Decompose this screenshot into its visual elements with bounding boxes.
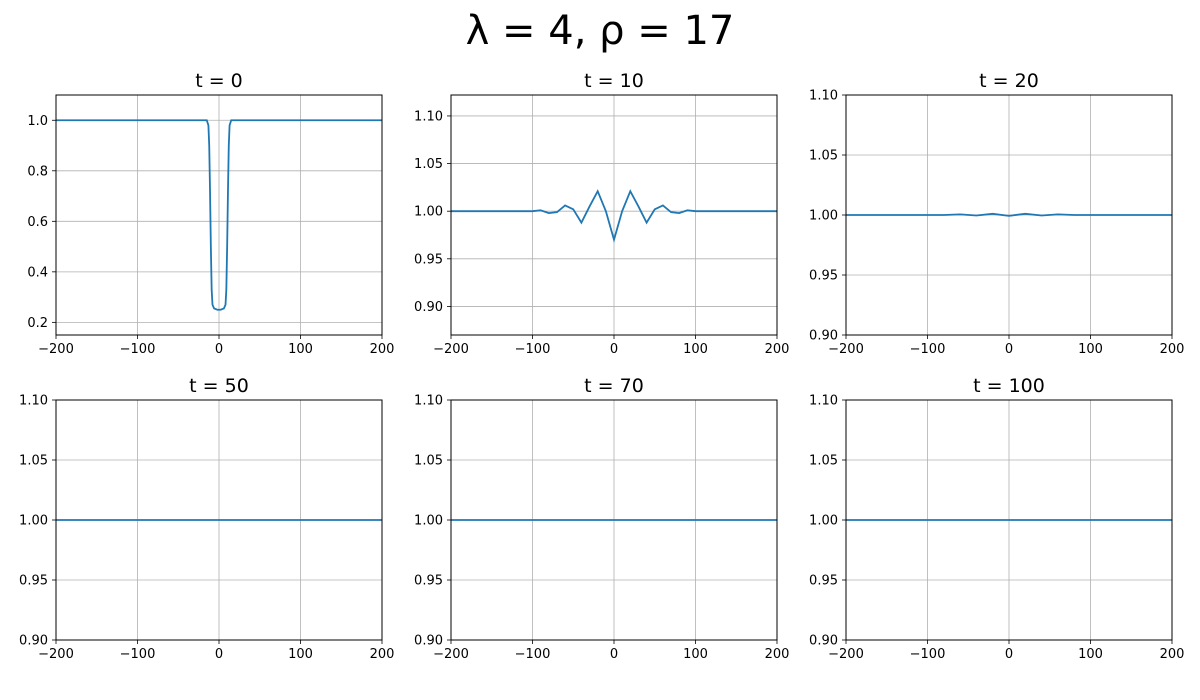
y-tick-label: 0.90 [809, 329, 838, 344]
y-tick-label: 0.90 [19, 634, 48, 649]
x-tick-label: −200 [433, 647, 469, 662]
subplot-title: t = 100 [973, 375, 1045, 397]
y-tick-label: 0.95 [414, 574, 443, 589]
y-tick-label: 1.00 [809, 514, 838, 529]
x-tick-label: −100 [910, 342, 946, 357]
x-tick-label: 0 [610, 342, 618, 357]
y-tick-label: 1.00 [809, 209, 838, 224]
y-tick-label: 1.00 [19, 514, 48, 529]
subplot-3: −200 −100 0 100 200 0.90 0.95 1.00 1.05 1.10 t = 2… [809, 70, 1184, 357]
x-tick-label: −200 [38, 342, 74, 357]
x-tick-label: 200 [765, 342, 790, 357]
series-line [56, 119, 382, 311]
x-tick-label: 200 [1160, 342, 1185, 357]
y-tick-label: 1.05 [414, 157, 443, 172]
x-tick-label: −200 [828, 647, 864, 662]
subplot-title: t = 50 [189, 375, 249, 397]
x-tick-label: −100 [515, 647, 551, 662]
gridlines [55, 95, 383, 335]
y-tick-label: 1.00 [414, 205, 443, 220]
x-tick-label: −200 [433, 342, 469, 357]
y-tick-label: 1.10 [414, 109, 443, 124]
subplot-title: t = 0 [195, 70, 243, 92]
y-tick-label: 0.95 [19, 574, 48, 589]
y-tick-label: 0.95 [809, 269, 838, 284]
y-tick-label: 1.00 [414, 514, 443, 529]
y-tick-label: 1.05 [414, 454, 443, 469]
y-tick-label: 0.2 [27, 316, 48, 331]
y-tick-label: 1.05 [809, 454, 838, 469]
x-tick-label: 100 [683, 342, 708, 357]
subplot-5: −200 −100 0 100 200 0.90 0.95 1.00 1.05 1.10 t = 7… [414, 375, 789, 662]
y-tick-label: 1.05 [809, 149, 838, 164]
y-tick-label: 1.10 [809, 394, 838, 409]
subplot-1: −200 −100 0 100 200 0.2 0.4 0.6 0.8 1.0 t = 0 [27, 70, 394, 357]
x-tick-label: 200 [1160, 647, 1185, 662]
x-tick-label: −100 [120, 647, 156, 662]
x-tick-label: −100 [515, 342, 551, 357]
x-tick-label: 200 [765, 647, 790, 662]
series-line [451, 189, 777, 244]
x-tick-label: 0 [610, 647, 618, 662]
x-tick-label: 100 [683, 647, 708, 662]
y-tick-label: 1.10 [414, 394, 443, 409]
x-tick-label: 0 [1005, 647, 1013, 662]
x-tick-label: 100 [1078, 647, 1103, 662]
subplot-2: −200 −100 0 100 200 0.90 0.95 1.00 1.05 1.10 t = 1… [414, 70, 789, 357]
x-tick-label: 0 [215, 342, 223, 357]
y-tick-label: 0.95 [809, 574, 838, 589]
x-tick-label: 200 [370, 647, 395, 662]
x-tick-label: 200 [370, 342, 395, 357]
figure-title: λ = 4, ρ = 17 [465, 8, 735, 54]
x-tick-label: −100 [910, 647, 946, 662]
subplot-title: t = 20 [979, 70, 1039, 92]
y-tick-label: 1.10 [809, 89, 838, 104]
y-tick-label: 0.4 [27, 265, 48, 280]
series-line [846, 212, 1172, 217]
y-tick-label: 0.90 [414, 300, 443, 315]
x-tick-label: −100 [120, 342, 156, 357]
y-tick-label: 0.6 [27, 215, 48, 230]
subplot-4: −200 −100 0 100 200 0.90 0.95 1.00 1.05 1.10 t = 5… [19, 375, 394, 662]
x-tick-label: −200 [38, 647, 74, 662]
x-tick-label: −200 [828, 342, 864, 357]
subplot-title: t = 10 [584, 70, 644, 92]
subplot-6: −200 −100 0 100 200 0.90 0.95 1.00 1.05 1.10 t = 1… [809, 375, 1184, 662]
y-tick-label: 1.0 [27, 114, 48, 129]
x-tick-label: 100 [288, 342, 313, 357]
y-tick-label: 0.90 [414, 634, 443, 649]
y-tick-label: 1.05 [19, 454, 48, 469]
x-tick-label: 0 [1005, 342, 1013, 357]
x-tick-label: 100 [288, 647, 313, 662]
y-tick-label: 0.95 [414, 252, 443, 267]
x-tick-label: 0 [215, 647, 223, 662]
y-tick-label: 0.8 [27, 164, 48, 179]
gridlines [450, 95, 778, 335]
subplot-title: t = 70 [584, 375, 644, 397]
x-tick-label: 100 [1078, 342, 1103, 357]
y-tick-label: 1.10 [19, 394, 48, 409]
y-tick-label: 0.90 [809, 634, 838, 649]
